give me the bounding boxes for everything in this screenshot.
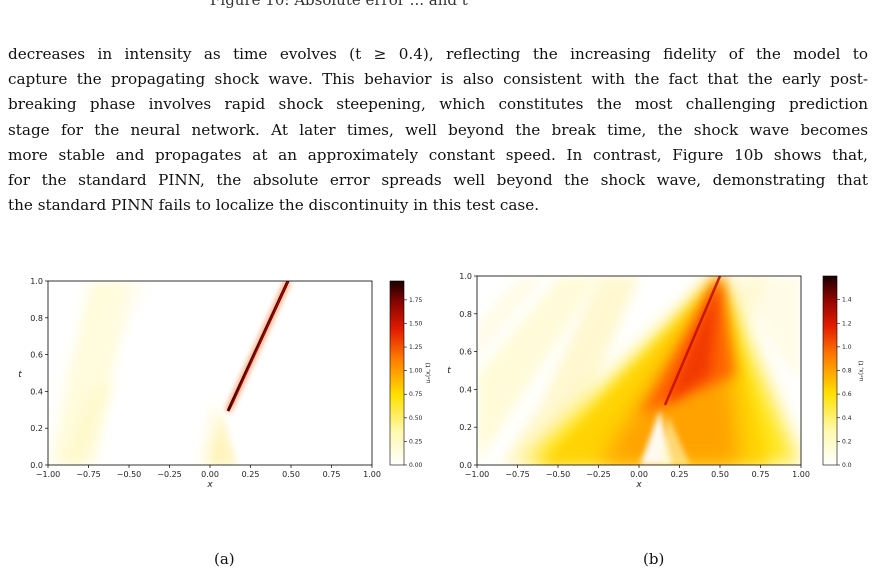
clipped-header-text: Figure 10: Absolute error ... and t [210,0,468,9]
x-tick-label: −0.50 [117,470,142,479]
y-tick-label: 0.2 [459,423,472,432]
chart-b: −1.00 −0.75 −0.50 −0.25 0.00 0.25 0.50 0.75 1.00… [447,272,865,490]
colorbar-label: uₑ(x, t) [858,361,865,382]
paragraph-line: decreases in intensity as time evolves (… [8,45,868,63]
x-tick-label: 1.00 [363,470,381,479]
y-tick-label: 0.4 [459,385,472,394]
colorbar-tick-label: 1.0 [842,344,852,351]
paragraph-line: the standard PINN fails to localize the … [8,196,540,215]
x-tick-label: 0.75 [752,470,770,479]
colorbar-tick-label: 0.8 [842,368,852,375]
y-axis-label: t [18,370,22,380]
y-tick-label: 0.4 [30,387,43,396]
x-tick-label: −1.00 [36,470,61,479]
colorbar-tick-label: 1.75 [409,297,423,304]
paragraph-line: breaking phase involves rapid shock stee… [8,95,868,114]
colorbar-ticks: 0.0 0.2 0.4 0.6 0.8 1.0 1.2 1.4 [837,297,852,469]
y-tick-label: 0.6 [459,348,472,357]
body-paragraph: decreases in intensity as time evolves (… [8,42,868,218]
y-tick-label: 1.0 [459,272,472,281]
x-tick-label: 1.00 [792,470,810,479]
y-tick-label: 0.0 [30,461,43,470]
error-fan [210,415,238,465]
x-tick-label: 0.50 [711,470,729,479]
error-band [500,276,640,465]
colorbar-tick-label: 0.4 [842,415,852,422]
x-tick-label: 0.50 [282,470,300,479]
x-tick-label: −0.75 [505,470,530,479]
colorbar-tick-label: 0.00 [409,462,423,469]
x-tick-label: 0.00 [630,470,648,479]
colorbar-tick-label: 0.6 [842,391,852,398]
y-tick-label: 0.6 [30,351,43,360]
y-tick-label: 1.0 [30,277,43,286]
colorbar [822,275,838,466]
paragraph-line: for the standard PINN, the absolute erro… [8,171,868,190]
x-axis-label: x [635,480,642,490]
error-band [60,281,150,385]
y-axis-label: t [447,366,451,376]
caption-a: (a) [214,550,235,568]
colorbar-tick-label: 1.00 [409,368,423,375]
axes-b: −1.00 −0.75 −0.50 −0.25 0.00 0.25 0.50 0.75 1.00… [459,272,810,479]
y-tick-label: 0.8 [459,310,472,319]
error-band [477,276,545,360]
colorbar-tick-label: 0.50 [409,415,423,422]
x-tick-label: 0.25 [242,470,260,479]
colorbar-tick-label: 1.4 [842,297,852,304]
caption-b: (b) [643,550,665,568]
colorbar-tick-label: 1.25 [409,344,423,351]
paragraph-line: more stable and propagates at an approxi… [8,145,868,164]
x-tick-label: −0.25 [157,470,182,479]
paragraph-line: stage for the neural network. At later t… [8,120,868,139]
colorbar-ticks: 0.00 0.25 0.50 0.75 1.00 1.25 1.50 1.75 [404,297,423,469]
x-tick-label: −0.50 [546,470,571,479]
y-tick-label: 0.2 [30,424,43,433]
heatmap-b [477,276,801,465]
colorbar-tick-label: 0.25 [409,438,423,445]
heatmap-a [48,281,372,465]
x-tick-label: 0.00 [201,470,219,479]
x-tick-label: −1.00 [465,470,490,479]
colorbar-tick-label: 0.75 [409,391,423,398]
colorbar [389,280,405,466]
error-band [477,276,600,465]
error-band [62,385,112,465]
colorbar-tick-label: 1.50 [409,320,423,327]
axes-a: −1.00 −0.75 −0.50 −0.25 0.00 0.25 0.50 0.75 1.00… [30,277,381,479]
colorbar-tick-label: 1.2 [842,320,852,327]
x-tick-label: 0.75 [323,470,341,479]
x-tick-label: −0.75 [76,470,101,479]
figure-10: −1.00 −0.75 −0.50 −0.25 0.00 0.25 0.50 0.75 1.00… [18,272,865,490]
y-tick-label: 0.8 [30,314,43,323]
clipped-header: Figure 10: Absolute error ... and t [0,0,875,12]
x-tick-label: 0.25 [671,470,689,479]
colorbar-tick-label: 0.2 [842,438,852,445]
colorbar-label: uₑ(x, t) [425,363,432,384]
chart-a: −1.00 −0.75 −0.50 −0.25 0.00 0.25 0.50 0.75 1.00… [18,277,432,490]
paragraph-line: capture the propagating shock wave. This… [8,70,868,89]
shock-line [663,276,722,406]
x-tick-label: −0.25 [586,470,611,479]
x-axis-label: x [206,480,213,490]
colorbar-tick-label: 0.0 [842,462,852,469]
y-tick-label: 0.0 [459,461,472,470]
